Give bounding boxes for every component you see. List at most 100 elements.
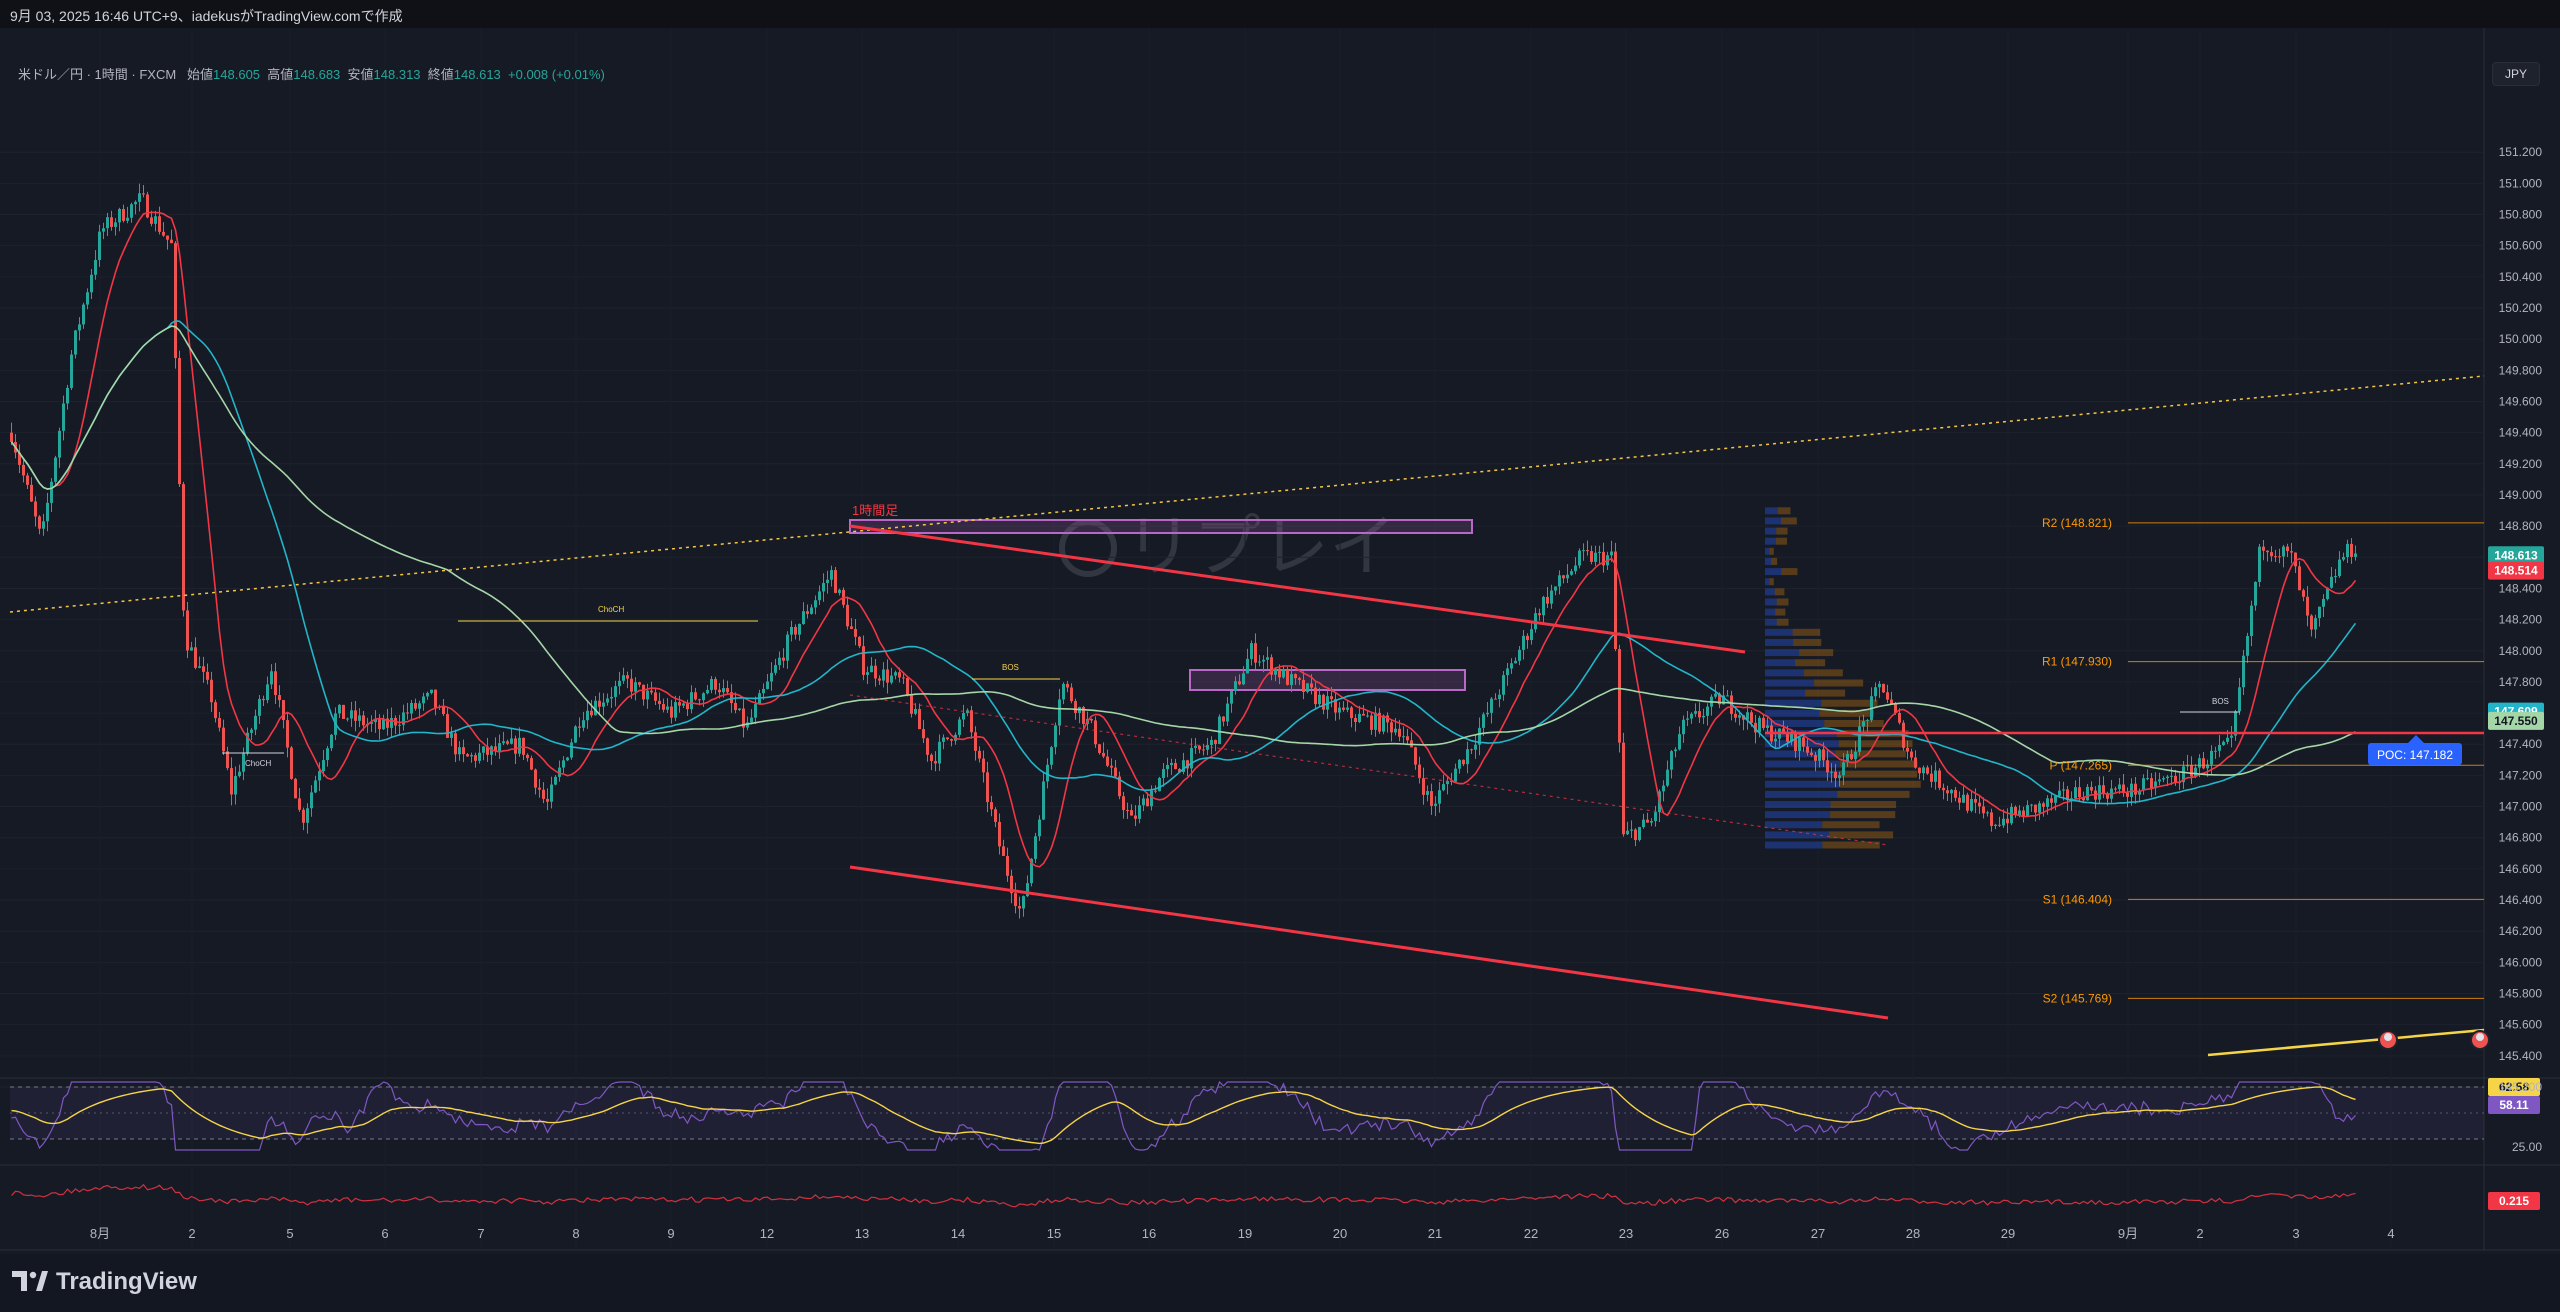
candle-body [466,754,469,757]
candle-body [558,767,561,777]
candle-body [918,709,921,730]
time-tick: 22 [1524,1226,1538,1241]
candle-body [1074,701,1077,713]
bos-label: BOS [2212,697,2229,706]
candle-body [1994,824,1997,826]
candle-body [2206,764,2209,769]
candle-body [830,570,833,580]
candle-body [118,209,121,223]
candle-body [1682,719,1685,735]
pivot-label: R2 (148.821) [2042,516,2112,530]
candle-body [1094,720,1097,745]
candle-body [2090,786,2093,791]
rsi-line[interactable] [11,1080,2356,1151]
poc-callout[interactable]: POC: 147.182 [2368,735,2462,765]
macd-pane[interactable]: 0.215 [11,1183,2541,1210]
candle-body [1058,699,1061,726]
chart-canvas[interactable]: リプレイ 1時間足 ChoCH ChoCH BOS BOS R2 ( [0,28,2560,1254]
candle-body [1206,744,1209,750]
candle-body [794,626,797,635]
candle-body [914,709,917,714]
ma-fast-line[interactable] [10,211,2357,868]
candle-body [2266,550,2269,553]
candle-body [1018,906,1021,909]
candle-body [570,742,573,758]
price-tick: 146.000 [2499,955,2543,969]
candle-body [1746,712,1749,720]
candle-body [1562,575,1565,579]
candle-body [1914,757,1917,768]
candle-body [1122,796,1125,811]
candle-body [482,746,485,753]
candle-body [1422,778,1425,795]
trendline-yellow[interactable] [2207,1028,2485,1057]
event-flags[interactable] [2378,1030,2490,1050]
candle-body [858,636,861,647]
macd-line[interactable] [11,1183,2356,1208]
candle-body [1878,683,1881,688]
price-tick: 149.200 [2499,457,2543,471]
candle-body [1302,679,1305,692]
currency-button[interactable]: JPY [2492,62,2540,86]
candle-body [902,677,905,679]
candle-body [1938,770,1941,788]
candle-body [1382,715,1385,732]
candle-body [1170,762,1173,765]
channel-upper-dotted[interactable] [9,375,2485,613]
candle-body [282,700,285,721]
candle-body [1910,751,1913,758]
candle-body [10,432,13,442]
candle-body [690,692,693,710]
candle-body [2070,798,2073,801]
candle-body [1238,681,1241,685]
candle-body [2086,786,2089,801]
zone-box[interactable] [849,519,1473,534]
candle-body [318,771,321,781]
candle-body [506,741,509,744]
ma-slow-line[interactable] [10,325,2356,776]
supply-demand-zones [849,519,1473,691]
tradingview-logo[interactable]: TradingView [12,1268,197,1296]
pivot-label: S2 (145.769) [2043,991,2112,1005]
time-tick: 7 [477,1226,484,1241]
candle-body [2022,810,2025,817]
price-axis[interactable]: 151.200 151.000 150.800 150.600 150.400 150.2… [2488,145,2544,1094]
time-axis[interactable]: 8月 2 5 6 7 8 9 12 13 14 15 16 19 20 21 22 23 26 27 28 29 9月 2 3… [90,1226,2395,1241]
candle-body [2034,804,2037,813]
trendline-lower[interactable] [849,865,1889,1020]
candle-body [666,706,669,710]
tradingview-logo-icon [12,1271,48,1293]
candle-body [1998,824,2001,826]
candle-body [1358,713,1361,723]
candle-body [2254,581,2257,606]
candle-body [1906,747,1909,752]
symbol-info[interactable]: 米ドル／円 · 1時間 · FXCM [18,67,177,82]
candle-body [2018,810,2021,816]
candle-body [2038,803,2041,813]
price-tick: 145.400 [2499,1049,2543,1063]
zone-box[interactable] [1189,669,1466,691]
pivot-label: P (147.265) [2050,758,2113,772]
candle-body [342,704,345,719]
candle-body [1258,661,1261,663]
time-tick: 27 [1811,1226,1825,1241]
trendline-upper[interactable] [849,524,1746,654]
chart-area[interactable]: リプレイ 1時間足 ChoCH ChoCH BOS BOS R2 ( [0,28,2560,1254]
candle-body [1618,649,1621,743]
rsi-ma-line[interactable] [11,1086,2356,1145]
candle-body [1666,769,1669,786]
candle-body [2126,792,2129,797]
candle-body [130,204,133,218]
candle-body [554,776,557,785]
rsi-pane[interactable]: 25.00 62.58 58.11 [10,1078,2542,1154]
candle-body [1002,846,1005,856]
price-tick: 145.600 [2499,1018,2543,1032]
candle-body [1466,749,1469,765]
candle-body [1646,819,1649,823]
candle-body [610,696,613,699]
trendline-mid-dotted[interactable] [849,694,1889,846]
ma-mid-line[interactable] [10,319,2357,805]
candle-body [502,741,505,744]
candle-body [622,675,625,681]
candle-body [1042,781,1045,820]
